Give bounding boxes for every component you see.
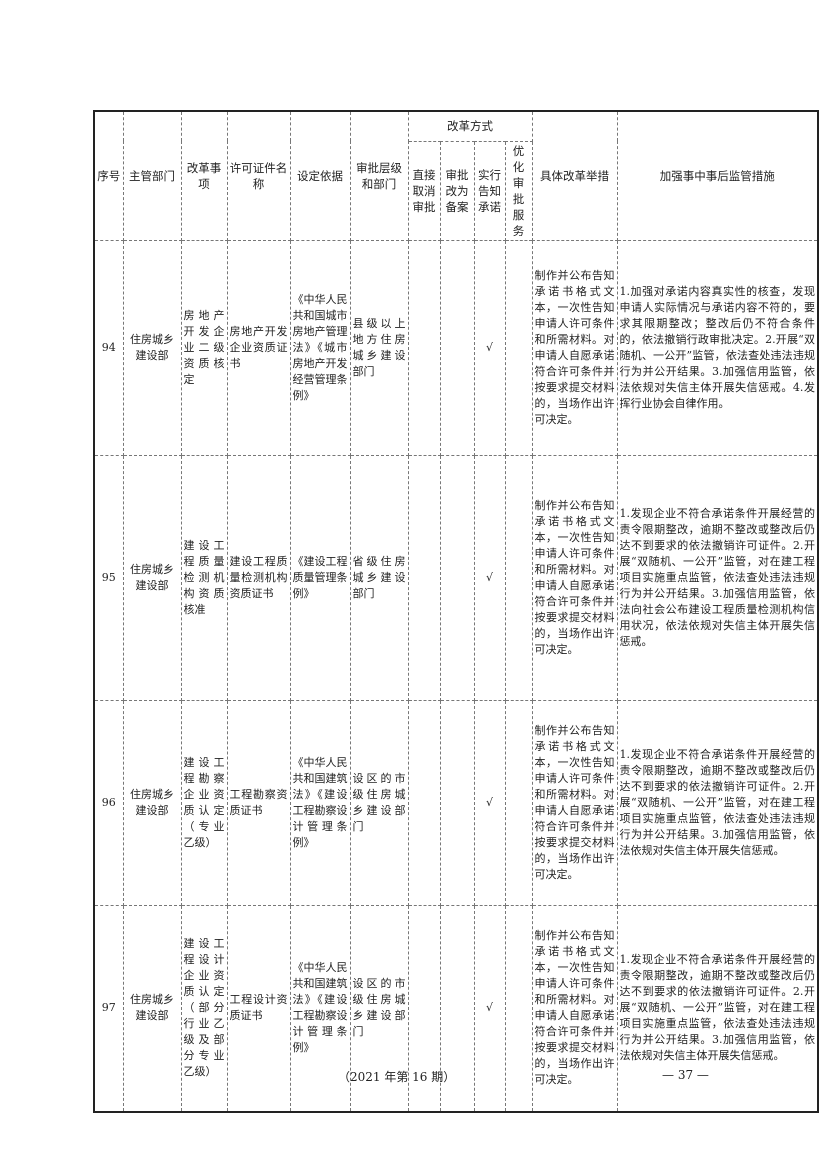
cell-supervision: 1.发现企业不符合承诺条件开展经营的责令限期整改，逾期不整改或整改后仍达不到要求… bbox=[616, 699, 819, 906]
cell-item: 房地产开发企业二级资质核定 bbox=[180, 239, 228, 456]
table-row: 96 住房城乡建设部 建设工程勘察企业资质认定（专业乙级） 工程勘察资质证书 《中华人民… bbox=[93, 699, 819, 906]
page-number: — 37 — bbox=[662, 1068, 709, 1082]
cell-m3: √ bbox=[473, 454, 506, 701]
cell-dept: 住房城乡建设部 bbox=[122, 699, 182, 906]
cell-basis: 《中华人民共和国建筑法》《建设工程勘察设计管理条例》 bbox=[289, 904, 351, 1113]
cell-seq: 97 bbox=[93, 904, 124, 1113]
cell-dept: 住房城乡建设部 bbox=[122, 239, 182, 456]
cell-m3: √ bbox=[473, 239, 506, 456]
cell-supervision: 1.加强对承诺内容真实性的核查，发现申请人实际情况与承诺内容不符的，要求其限期整… bbox=[616, 239, 819, 456]
header-mode-filing: 审批改为备案 bbox=[439, 140, 475, 241]
cell-license: 房地产开发企业资质证书 bbox=[226, 239, 291, 456]
table-row: 95 住房城乡建设部 建设工程质量检测机构资质核准 建设工程质量检测机构资质证书 《建设… bbox=[93, 454, 819, 701]
header-item: 改革事项 bbox=[180, 110, 228, 241]
cell-m4 bbox=[504, 699, 533, 906]
cell-basis: 《中华人民共和国建筑法》《建设工程勘察设计管理条例》 bbox=[289, 699, 351, 906]
header-mode-cancel: 直接取消审批 bbox=[407, 140, 441, 241]
header-supervision: 加强事中事后监管措施 bbox=[616, 110, 819, 241]
cell-m1 bbox=[407, 699, 441, 906]
cell-level: 省级住房城乡建设部门 bbox=[349, 454, 409, 701]
cell-level: 设区的市级住房城乡建设部门 bbox=[349, 699, 409, 906]
cell-supervision: 1.发现企业不符合承诺条件开展经营的责令限期整改，逾期不整改或整改后仍达不到要求… bbox=[616, 904, 819, 1113]
header-measures: 具体改革举措 bbox=[531, 110, 618, 241]
cell-seq: 96 bbox=[93, 699, 124, 906]
header-seq: 序号 bbox=[93, 110, 124, 241]
cell-license: 建设工程质量检测机构资质证书 bbox=[226, 454, 291, 701]
cell-measures: 制作并公布告知承诺书格式文本，一次性告知申请人许可条件和所需材料。对申请人自愿承… bbox=[531, 454, 618, 701]
cell-item: 建设工程质量检测机构资质核准 bbox=[180, 454, 228, 701]
cell-m2 bbox=[439, 454, 475, 701]
cell-m4 bbox=[504, 904, 533, 1113]
cell-item: 建设工程设计企业资质认定（部分行业乙级及部分专业乙级） bbox=[180, 904, 228, 1113]
header-license: 许可证件名称 bbox=[226, 110, 291, 241]
cell-seq: 95 bbox=[93, 454, 124, 701]
header-basis: 设定依据 bbox=[289, 110, 351, 241]
cell-dept: 住房城乡建设部 bbox=[122, 454, 182, 701]
issue-label: （2021 年第 16 期） bbox=[338, 1070, 456, 1084]
cell-m1 bbox=[407, 239, 441, 456]
cell-m4 bbox=[504, 454, 533, 701]
cell-supervision: 1.发现企业不符合承诺条件开展经营的责令限期整改，逾期不整改或整改后仍达不到要求… bbox=[616, 454, 819, 701]
cell-m4 bbox=[504, 239, 533, 456]
header-mode: 改革方式 bbox=[407, 110, 533, 142]
table-row: 97 住房城乡建设部 建设工程设计企业资质认定（部分行业乙级及部分专业乙级） 工程设计… bbox=[93, 904, 819, 1113]
header-level: 审批层级和部门 bbox=[349, 110, 409, 241]
cell-license: 工程勘察资质证书 bbox=[226, 699, 291, 906]
cell-measures: 制作并公布告知承诺书格式文本，一次性告知申请人许可条件和所需材料。对申请人自愿承… bbox=[531, 699, 618, 906]
header-mode-optimize: 优化审批服务 bbox=[504, 140, 533, 241]
cell-m3: √ bbox=[473, 904, 506, 1113]
cell-m2 bbox=[439, 239, 475, 456]
cell-level: 县级以上地方住房城乡建设部门 bbox=[349, 239, 409, 456]
cell-basis: 《中华人民共和国城市房地产管理法》《城市房地产开发经营管理条例》 bbox=[289, 239, 351, 456]
cell-seq: 94 bbox=[93, 239, 124, 456]
table-row: 94 住房城乡建设部 房地产开发企业二级资质核定 房地产开发企业资质证书 《中华人民共和… bbox=[93, 239, 819, 456]
cell-dept: 住房城乡建设部 bbox=[122, 904, 182, 1113]
cell-measures: 制作并公布告知承诺书格式文本，一次性告知申请人许可条件和所需材料。对申请人自愿承… bbox=[531, 904, 618, 1113]
cell-m2 bbox=[439, 699, 475, 906]
header-dept: 主管部门 bbox=[122, 110, 182, 241]
reform-table: 序号 主管部门 改革事项 许可证件名称 设定依据 审批层级和部门 改革方式 具体… bbox=[93, 110, 819, 1113]
cell-measures: 制作并公布告知承诺书格式文本，一次性告知申请人许可条件和所需材料。对申请人自愿承… bbox=[531, 239, 618, 456]
cell-level: 设区的市级住房城乡建设部门 bbox=[349, 904, 409, 1113]
cell-basis: 《建设工程质量管理条例》 bbox=[289, 454, 351, 701]
cell-license: 工程设计资质证书 bbox=[226, 904, 291, 1113]
cell-m3: √ bbox=[473, 699, 506, 906]
cell-item: 建设工程勘察企业资质认定（专业乙级） bbox=[180, 699, 228, 906]
cell-m1 bbox=[407, 454, 441, 701]
header-mode-commitment: 实行告知承诺 bbox=[473, 140, 506, 241]
